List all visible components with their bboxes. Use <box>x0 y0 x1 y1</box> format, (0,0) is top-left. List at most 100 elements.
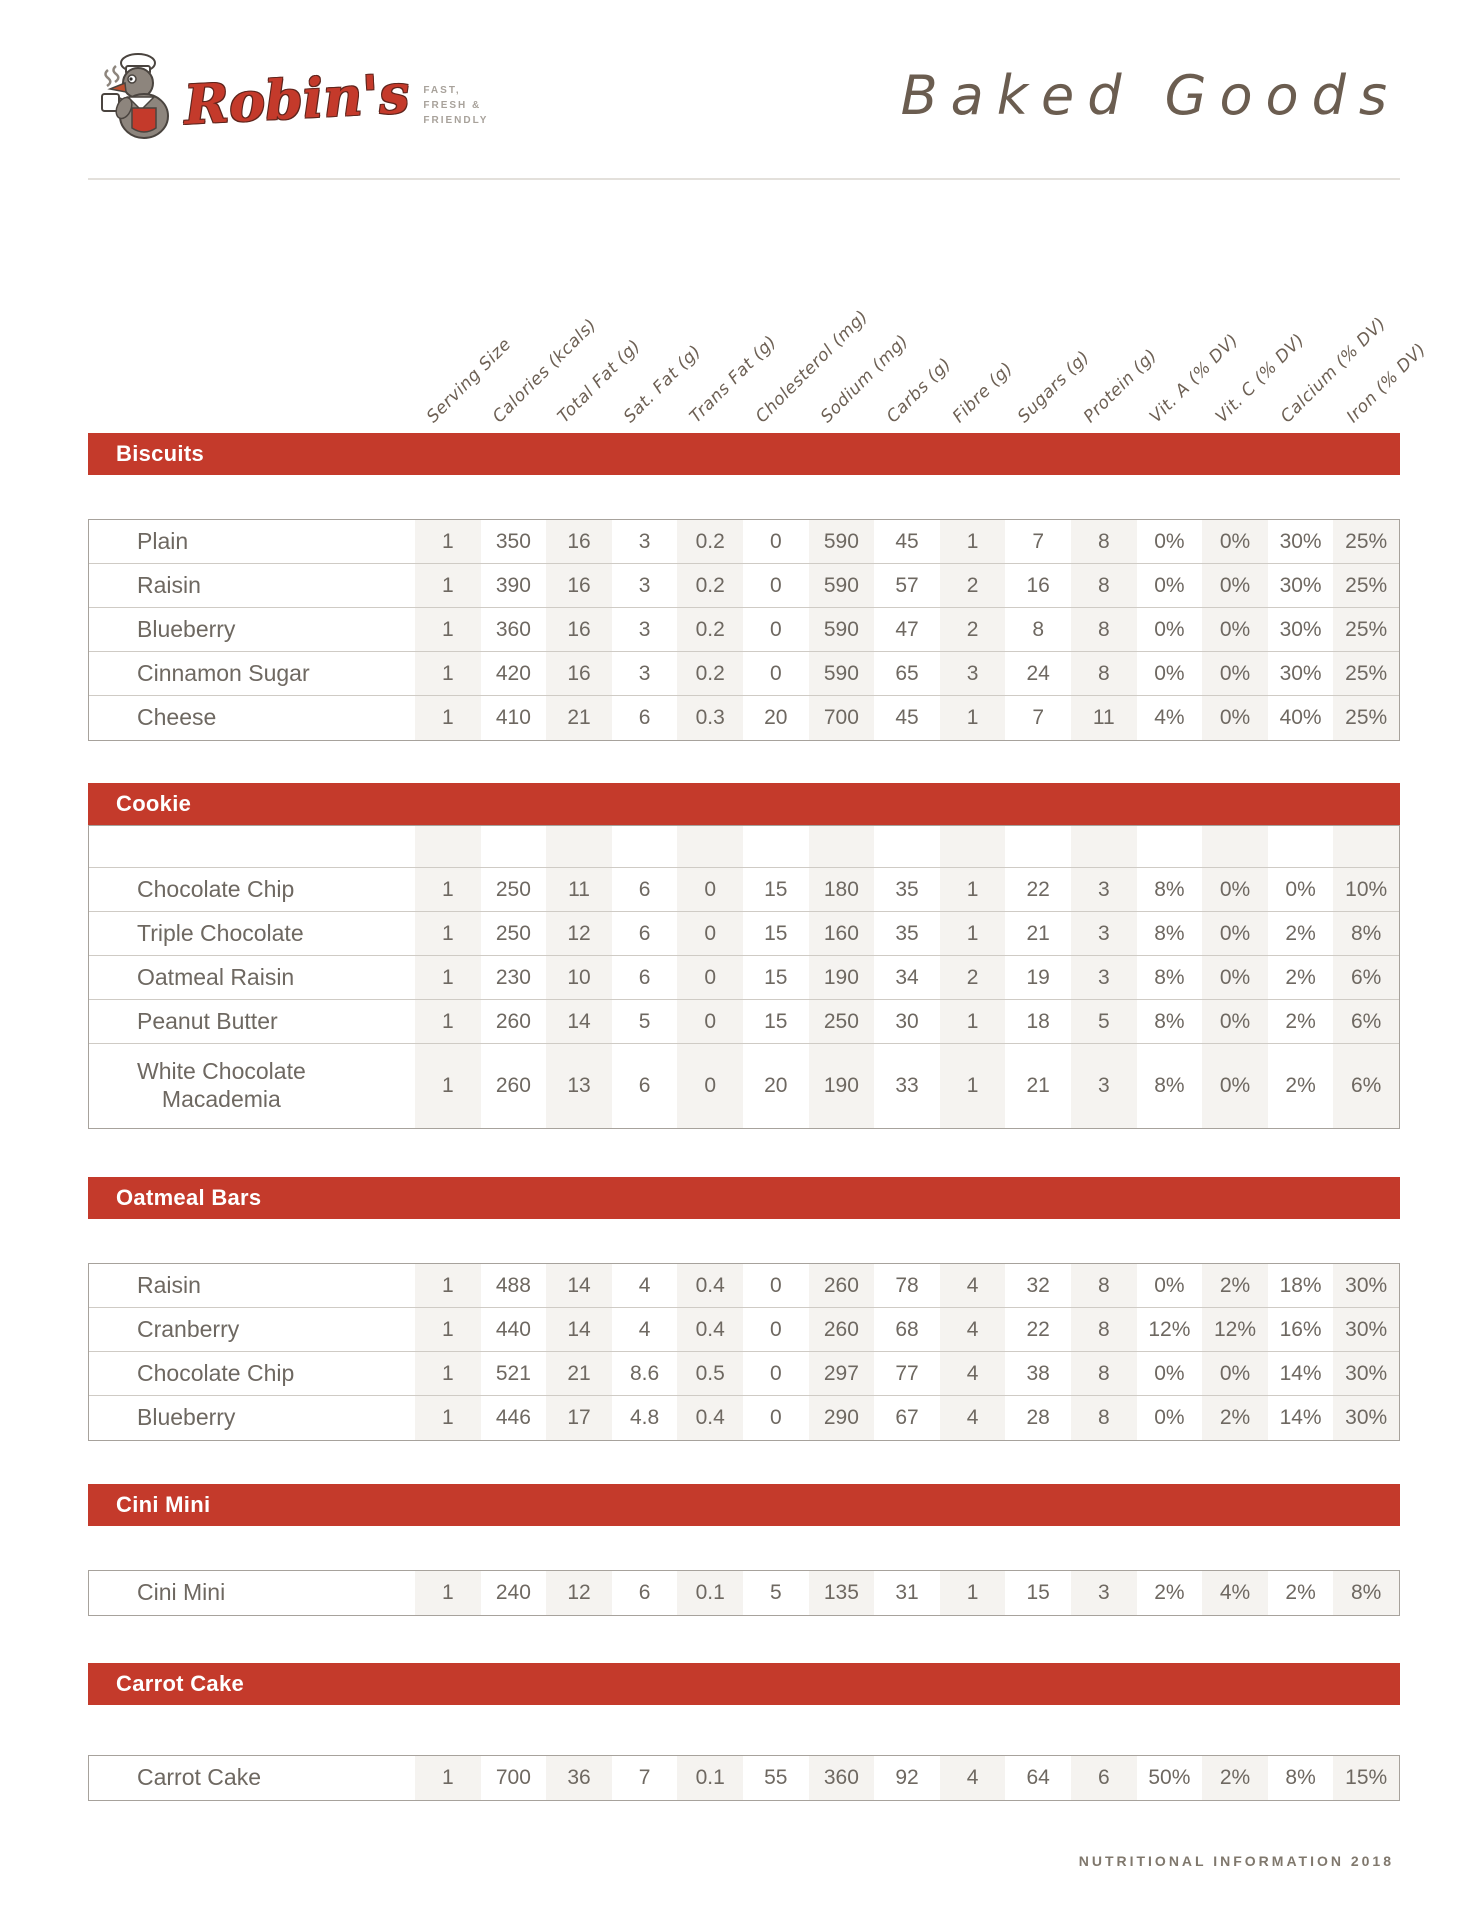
value-cell: 4 <box>939 1756 1006 1800</box>
value-cell: 4% <box>1154 706 1185 729</box>
value-cell: 21 <box>1026 1074 1050 1097</box>
value-cell: 0% <box>1202 1044 1268 1128</box>
mascot-icon <box>88 50 180 147</box>
value-cell: 32 <box>1026 1273 1050 1297</box>
value-cell: 30% <box>1333 1352 1399 1395</box>
table-oatmeal-bars: Raisin 1 488 14 4 0.4 0 260 78 4 32 8 0% 2% 18% 30% Cran… <box>88 1263 1400 1441</box>
value-cell: 31 <box>895 1581 919 1604</box>
section-header-oatmeal-bars: Oatmeal Bars <box>88 1177 1400 1219</box>
value-cell <box>1268 826 1334 867</box>
value-cell: 8 <box>1070 1308 1137 1351</box>
value-cell: 2% <box>1202 1264 1268 1307</box>
row-label-line: Cheese <box>137 704 217 731</box>
value-cell: 12 <box>546 912 612 955</box>
value-cell: 0.1 <box>677 1571 743 1615</box>
value-cell: 7 <box>1032 706 1045 729</box>
value-cell: 0% <box>1202 652 1268 695</box>
row-label-line: Raisin <box>137 1271 201 1298</box>
value-cell: 590 <box>808 564 875 607</box>
value-cell: 8 <box>1070 1396 1137 1440</box>
value-cell: 16 <box>546 520 612 563</box>
row-label-line: Peanut Butter <box>137 1007 278 1034</box>
section-header-cookie: Cookie <box>88 783 1400 825</box>
value-cell: 47 <box>895 617 919 641</box>
value-cell: 0 <box>677 868 743 911</box>
value-cell: 1 <box>415 520 481 563</box>
value-cell: 3 <box>1070 1571 1137 1615</box>
row-label: Plain <box>89 520 415 563</box>
section-title: Cookie <box>116 791 192 816</box>
value-cell: 3 <box>1070 956 1137 999</box>
value-cell: 260 <box>495 1009 531 1033</box>
value-cell: 5 <box>1070 1000 1137 1043</box>
value-cell: 6% <box>1333 1000 1399 1043</box>
table-cookie: Chocolate Chip 1 250 11 6 0 15 180 35 1 22 3 8% 0% 0% 1… <box>88 825 1400 1129</box>
row-label: Raisin <box>89 1264 415 1307</box>
row-label-line: White Chocolate <box>137 1058 306 1085</box>
section-title: Cini Mini <box>116 1492 211 1517</box>
value-cell: 11 <box>1070 696 1137 740</box>
value-cell: 8 <box>1070 520 1137 563</box>
value-cell: 8 <box>1070 608 1137 651</box>
value-cell: 25% <box>1333 564 1399 607</box>
value-cell: 0.2 <box>677 564 743 607</box>
value-cell: 0 <box>769 1273 782 1297</box>
value-cell: 0% <box>1202 1352 1268 1395</box>
value-cell: 1 <box>415 1000 481 1043</box>
table-row: Chocolate Chip 1 250 11 6 0 15 180 35 1 22 3 8% 0% 0% 1… <box>89 868 1399 912</box>
row-label-text: Carrot Cake <box>137 1764 261 1792</box>
value-cell: 12% <box>1202 1308 1268 1351</box>
value-cell: 57 <box>895 573 919 597</box>
value-cell: 0.2 <box>677 652 743 695</box>
table-row: Cinnamon Sugar 1 420 16 3 0.2 0 590 65 3 24 8 0% 0% 30… <box>89 652 1399 696</box>
value-cell: 590 <box>808 520 875 563</box>
table-row: Cranberry 1 440 14 4 0.4 0 260 68 4 22 8 12% 12% 16% 30… <box>89 1308 1399 1352</box>
value-cell: 3 <box>638 661 651 685</box>
value-cell: 25% <box>1333 608 1399 651</box>
row-label-line: Macademia <box>161 1086 281 1112</box>
table-row: Blueberry 1 360 16 3 0.2 0 590 47 2 8 8 0% 0% 30% 25% <box>89 608 1399 652</box>
value-cell <box>808 826 875 867</box>
value-cell <box>612 826 678 867</box>
row-label: Carrot Cake <box>89 1756 415 1800</box>
value-cell: 4% <box>1202 1571 1268 1615</box>
value-cell: 77 <box>895 1361 919 1385</box>
value-cell: 40% <box>1279 706 1322 729</box>
row-label-line: Carrot Cake <box>137 1764 261 1791</box>
value-cell: 6 <box>638 877 651 901</box>
value-cell: 360 <box>495 617 531 641</box>
page-header: Robin's FAST, FRESH & FRIENDLY Baked Goo… <box>88 0 1400 178</box>
value-cell: 440 <box>495 1317 531 1341</box>
value-cell: 260 <box>808 1308 875 1351</box>
value-cell: 0 <box>769 1317 782 1341</box>
value-cell: 230 <box>495 965 531 989</box>
value-cell: 1 <box>939 868 1006 911</box>
column-headers-band: Serving Size Calories (kcals) Total Fat (g… <box>88 180 1431 433</box>
value-cell: 190 <box>808 956 875 999</box>
value-cell: 0.3 <box>677 696 743 740</box>
row-label <box>89 826 415 867</box>
value-cell: 8 <box>1070 1352 1137 1395</box>
value-cell: 34 <box>895 965 919 989</box>
value-cell: 1 <box>415 652 481 695</box>
value-cell: 6 <box>638 1581 651 1604</box>
value-cell: 64 <box>1026 1766 1050 1789</box>
value-cell: 2% <box>1285 965 1316 989</box>
value-cell: 35 <box>895 921 919 945</box>
section-title: Carrot Cake <box>116 1671 245 1696</box>
value-cell: 3 <box>638 573 651 597</box>
value-cell: 4 <box>939 1264 1006 1307</box>
value-cell: 250 <box>495 921 531 945</box>
value-cell: 19 <box>1026 965 1050 989</box>
value-cell: 30% <box>1333 1264 1399 1307</box>
value-cell: 0% <box>1285 877 1316 901</box>
value-cell: 15 <box>764 877 788 901</box>
row-label-line: Chocolate Chip <box>137 875 295 902</box>
header-divider <box>88 178 1400 180</box>
value-cell: 11 <box>546 868 612 911</box>
value-cell <box>874 826 940 867</box>
value-cell: 8.6 <box>629 1361 660 1385</box>
value-cell: 1 <box>415 696 481 740</box>
value-cell <box>415 826 481 867</box>
value-cell: 8% <box>1285 1766 1316 1789</box>
